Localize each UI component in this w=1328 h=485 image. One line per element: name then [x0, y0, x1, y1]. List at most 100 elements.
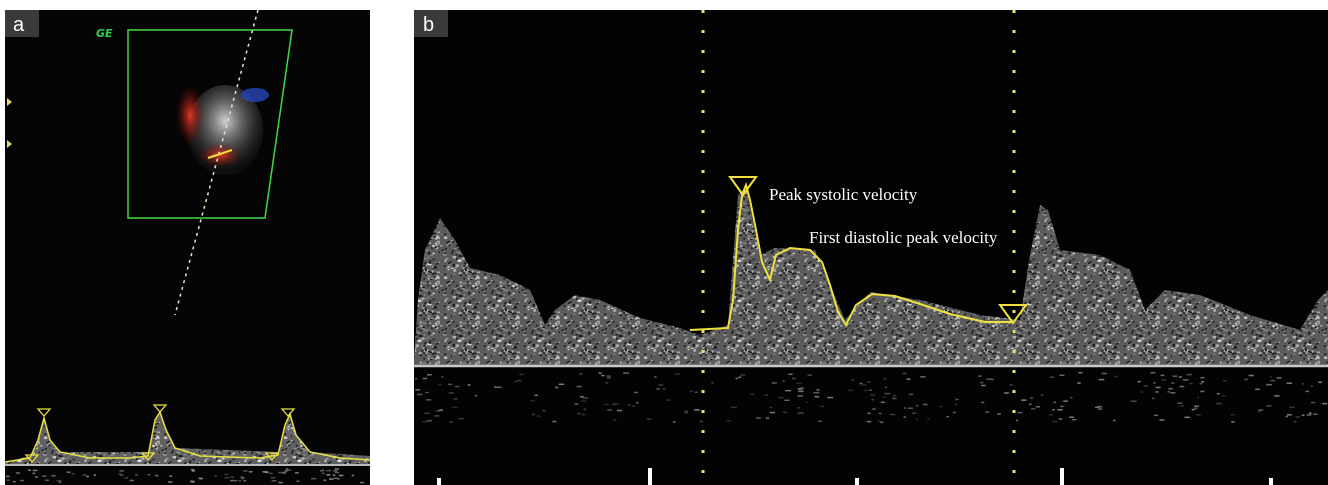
- noise: [1063, 400, 1068, 402]
- color-flow: [176, 85, 204, 145]
- noise: [1231, 421, 1235, 423]
- noise: [1293, 420, 1297, 423]
- noise: [264, 471, 269, 474]
- noise: [238, 480, 242, 482]
- spectrum-b: [414, 188, 1328, 424]
- noise: [243, 470, 248, 472]
- noise: [694, 391, 698, 394]
- markers: [24, 404, 296, 463]
- noise: [1258, 409, 1264, 411]
- noise: [883, 377, 887, 380]
- noise: [1295, 416, 1300, 418]
- noise: [58, 481, 62, 484]
- noise: [797, 407, 801, 409]
- noise: [616, 409, 623, 412]
- noise: [797, 388, 803, 390]
- noise: [788, 373, 793, 375]
- noise: [684, 411, 688, 414]
- noise: [86, 475, 90, 478]
- color-box: [127, 29, 293, 219]
- psv-marker: [728, 176, 758, 197]
- logo: GE: [96, 27, 113, 40]
- noise: [323, 479, 326, 481]
- noise: [672, 421, 676, 423]
- marker: [7, 98, 12, 106]
- noise: [1194, 407, 1198, 410]
- noise: [902, 372, 907, 375]
- noise: [690, 390, 694, 392]
- noise: [582, 397, 589, 399]
- noise: [915, 418, 918, 420]
- noise: [782, 380, 785, 382]
- noise: [1071, 418, 1077, 421]
- noise: [1269, 376, 1273, 378]
- noise: [1184, 416, 1190, 419]
- noise: [903, 407, 907, 409]
- noise: [1053, 401, 1057, 404]
- noise: [1318, 381, 1323, 384]
- noise: [230, 479, 233, 482]
- annotation: First diastolic peak velocity: [809, 228, 998, 247]
- noise: [147, 474, 151, 476]
- noise: [321, 469, 324, 472]
- noise: [32, 472, 36, 475]
- noise: [606, 375, 611, 377]
- noise: [1308, 412, 1312, 415]
- noise: [735, 377, 739, 380]
- noise: [800, 387, 805, 389]
- noise: [1153, 382, 1156, 384]
- noise: [337, 478, 340, 480]
- noise: [448, 383, 453, 386]
- noise: [878, 420, 881, 423]
- noise: [351, 474, 354, 477]
- noise: [542, 410, 546, 412]
- noise: [191, 481, 195, 483]
- noise: [1168, 388, 1173, 390]
- noise: [338, 474, 344, 477]
- noise: [814, 395, 820, 398]
- noise: [851, 379, 855, 381]
- noise: [1140, 391, 1144, 393]
- noise: [927, 418, 930, 420]
- noise: [243, 480, 247, 482]
- noise: [654, 376, 657, 378]
- noise: [694, 409, 700, 411]
- noise: [422, 421, 429, 423]
- noise: [530, 399, 535, 402]
- noise: [438, 383, 442, 386]
- label-box: [414, 10, 448, 37]
- noise: [66, 471, 71, 473]
- noise: [1179, 385, 1185, 388]
- noise: [827, 396, 834, 399]
- noise: [1189, 382, 1193, 385]
- noise: [769, 411, 775, 414]
- noise: [1200, 390, 1205, 393]
- noise: [581, 400, 587, 402]
- noise: [1170, 392, 1176, 394]
- noise: [880, 421, 884, 424]
- noise: [939, 405, 943, 408]
- noise: [441, 376, 444, 378]
- noise: [1150, 372, 1156, 374]
- noise: [903, 416, 907, 418]
- noise: [1040, 394, 1044, 396]
- noise: [240, 476, 244, 479]
- noise: [863, 389, 868, 392]
- noise: [270, 476, 276, 479]
- noise: [738, 376, 742, 378]
- noise: [818, 420, 822, 423]
- noise: [328, 478, 334, 480]
- noise: [866, 420, 872, 423]
- marker: [140, 452, 156, 461]
- noise: [1305, 390, 1310, 393]
- noise: [1289, 406, 1295, 409]
- noise: [816, 389, 820, 391]
- noise: [325, 469, 329, 472]
- noise: [666, 399, 671, 401]
- noise: [6, 479, 10, 481]
- noise: [438, 409, 443, 411]
- noise: [268, 472, 273, 475]
- noise: [1004, 392, 1009, 394]
- noise: [906, 378, 911, 380]
- noise: [882, 396, 886, 399]
